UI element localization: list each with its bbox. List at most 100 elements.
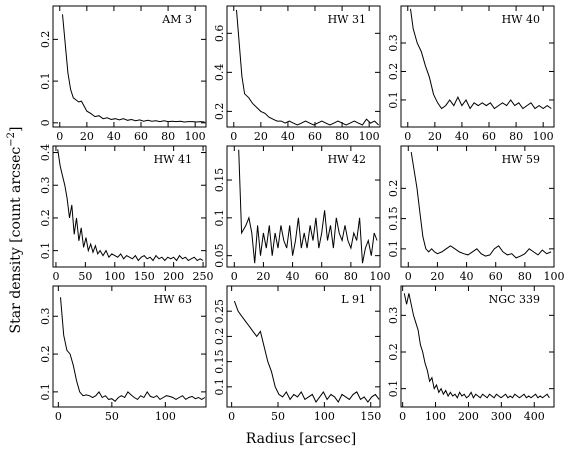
y-tick-label: 0.1 — [213, 378, 226, 396]
x-tick-label: 80 — [335, 130, 349, 143]
x-tick-label: 100 — [104, 270, 125, 283]
y-tick-label: 0.2 — [39, 31, 52, 49]
x-tick-label: 0 — [231, 270, 238, 283]
panel-title: HW 31 — [328, 13, 366, 26]
panel-frame — [400, 145, 555, 268]
profile-panel: 0 20 40 60 80 100 0.1 0.2 0.3 HW 40 — [387, 5, 555, 143]
x-tick-label: 20 — [80, 130, 94, 143]
panel-title: HW 59 — [502, 153, 540, 166]
y-tick-label: 0.1 — [39, 72, 52, 90]
y-tick-label: 0.05 — [213, 243, 226, 268]
x-tick-label: 0 — [404, 130, 411, 143]
y-tick-label: 0.2 — [39, 345, 52, 363]
x-tick-label: 60 — [489, 270, 503, 283]
profile-series-line — [410, 152, 552, 259]
x-tick-label: 40 — [107, 130, 121, 143]
x-tick-label: 20 — [254, 130, 268, 143]
x-tick-label: 100 — [544, 270, 565, 283]
profile-panel: 0 20 40 60 80 100 0.05 0.1 0.15 HW 42 — [213, 145, 391, 283]
x-tick-label: 60 — [315, 270, 329, 283]
x-tick-label: 100 — [370, 270, 391, 283]
profile-series-line — [60, 297, 206, 402]
x-tick-label: 80 — [344, 270, 358, 283]
y-tick-label: 0.1 — [387, 380, 400, 398]
x-tick-label: 100 — [155, 410, 176, 423]
x-tick-label: 0 — [56, 130, 63, 143]
y-tick-label: 0.6 — [213, 25, 226, 43]
x-tick-label: 60 — [482, 130, 496, 143]
y-axis-title-exponent: −2 — [6, 132, 17, 147]
profile-panel: 0 50 100 0.1 0.2 0.3 HW 63 — [39, 285, 207, 423]
y-tick-label: 0.1 — [213, 209, 226, 227]
panel-frame — [226, 145, 381, 268]
y-tick-label: 0 — [39, 119, 52, 126]
y-axis-title-close: ] — [8, 127, 24, 132]
y-tick-label: 0.2 — [213, 328, 226, 346]
y-tick-label: 0.15 — [387, 206, 400, 231]
x-tick-label: 50 — [78, 270, 92, 283]
y-tick-label: 0.3 — [39, 308, 52, 326]
profile-panel: 0 20 40 60 80 100 0.1 0.15 0.2 HW 59 — [387, 145, 565, 283]
x-tick-label: 20 — [430, 270, 444, 283]
x-tick-label: 150 — [360, 410, 381, 423]
x-tick-label: 0 — [52, 270, 59, 283]
x-tick-label: 0 — [399, 410, 406, 423]
x-tick-label: 60 — [308, 130, 322, 143]
y-tick-label: 0.4 — [213, 64, 226, 82]
y-tick-label: 0.1 — [39, 383, 52, 401]
x-tick-label: 80 — [161, 130, 175, 143]
x-tick-label: 40 — [281, 130, 295, 143]
x-tick-label: 400 — [524, 410, 545, 423]
x-tick-label: 80 — [518, 270, 532, 283]
y-tick-label: 0.15 — [213, 168, 226, 193]
x-tick-label: 250 — [193, 270, 214, 283]
profile-panel: 0 100 200 300 400 0.1 0.2 0.3 NGC 339 — [387, 285, 555, 423]
x-axis-title: Radius [arcsec] — [246, 431, 356, 447]
x-tick-label: 200 — [163, 270, 184, 283]
panel-frame — [400, 285, 555, 408]
profile-series-line — [57, 149, 204, 262]
profile-panel: 0 50 100 150 200 250 0.1 0.2 0.3 0.4 HW 41 — [39, 144, 214, 283]
y-axis-title-text: Star density [count arcsec — [8, 147, 24, 334]
panel-title: HW 41 — [154, 153, 192, 166]
x-tick-label: 100 — [185, 130, 206, 143]
profile-series-line — [233, 300, 380, 403]
panel-frame — [52, 285, 207, 408]
panel-title: L 91 — [341, 293, 366, 306]
profile-series-line — [236, 9, 379, 126]
x-tick-label: 60 — [134, 130, 148, 143]
x-tick-label: 200 — [458, 410, 479, 423]
y-axis-title: Star density [count arcsec−2] — [6, 127, 24, 334]
y-tick-label: 0.2 — [39, 209, 52, 227]
y-tick-label: 0.4 — [39, 144, 52, 162]
x-tick-label: 50 — [105, 410, 119, 423]
panel-title: HW 40 — [502, 13, 540, 26]
x-tick-label: 0 — [55, 410, 62, 423]
panel-title: HW 63 — [154, 293, 192, 306]
y-tick-label: 0.1 — [387, 240, 400, 258]
y-tick-label: 0.2 — [387, 343, 400, 361]
profile-series-line — [410, 8, 552, 110]
panel-title: HW 42 — [328, 153, 366, 166]
y-tick-label: 0.3 — [387, 34, 400, 52]
x-tick-label: 80 — [509, 130, 523, 143]
profile-panel: 0 20 40 60 80 100 0.2 0.4 0.6 HW 31 — [213, 5, 381, 143]
x-tick-label: 100 — [425, 410, 446, 423]
panel-title: NGC 339 — [489, 293, 540, 306]
y-tick-label: 0.15 — [213, 349, 226, 374]
y-tick-label: 0.2 — [213, 103, 226, 121]
y-tick-label: 0.2 — [387, 63, 400, 81]
x-tick-label: 100 — [359, 130, 380, 143]
x-tick-label: 150 — [134, 270, 155, 283]
panel-frame — [226, 5, 381, 128]
profile-series-line — [62, 14, 205, 123]
x-tick-label: 20 — [256, 270, 270, 283]
profile-panel: 0 20 40 60 80 100 0 0.1 0.2 AM 3 — [39, 5, 207, 143]
y-tick-label: 0.3 — [39, 176, 52, 194]
panel-title: AM 3 — [161, 13, 192, 26]
x-tick-label: 20 — [428, 130, 442, 143]
y-tick-label: 0.2 — [387, 180, 400, 198]
x-tick-label: 0 — [228, 410, 235, 423]
profile-series-line — [238, 149, 378, 264]
